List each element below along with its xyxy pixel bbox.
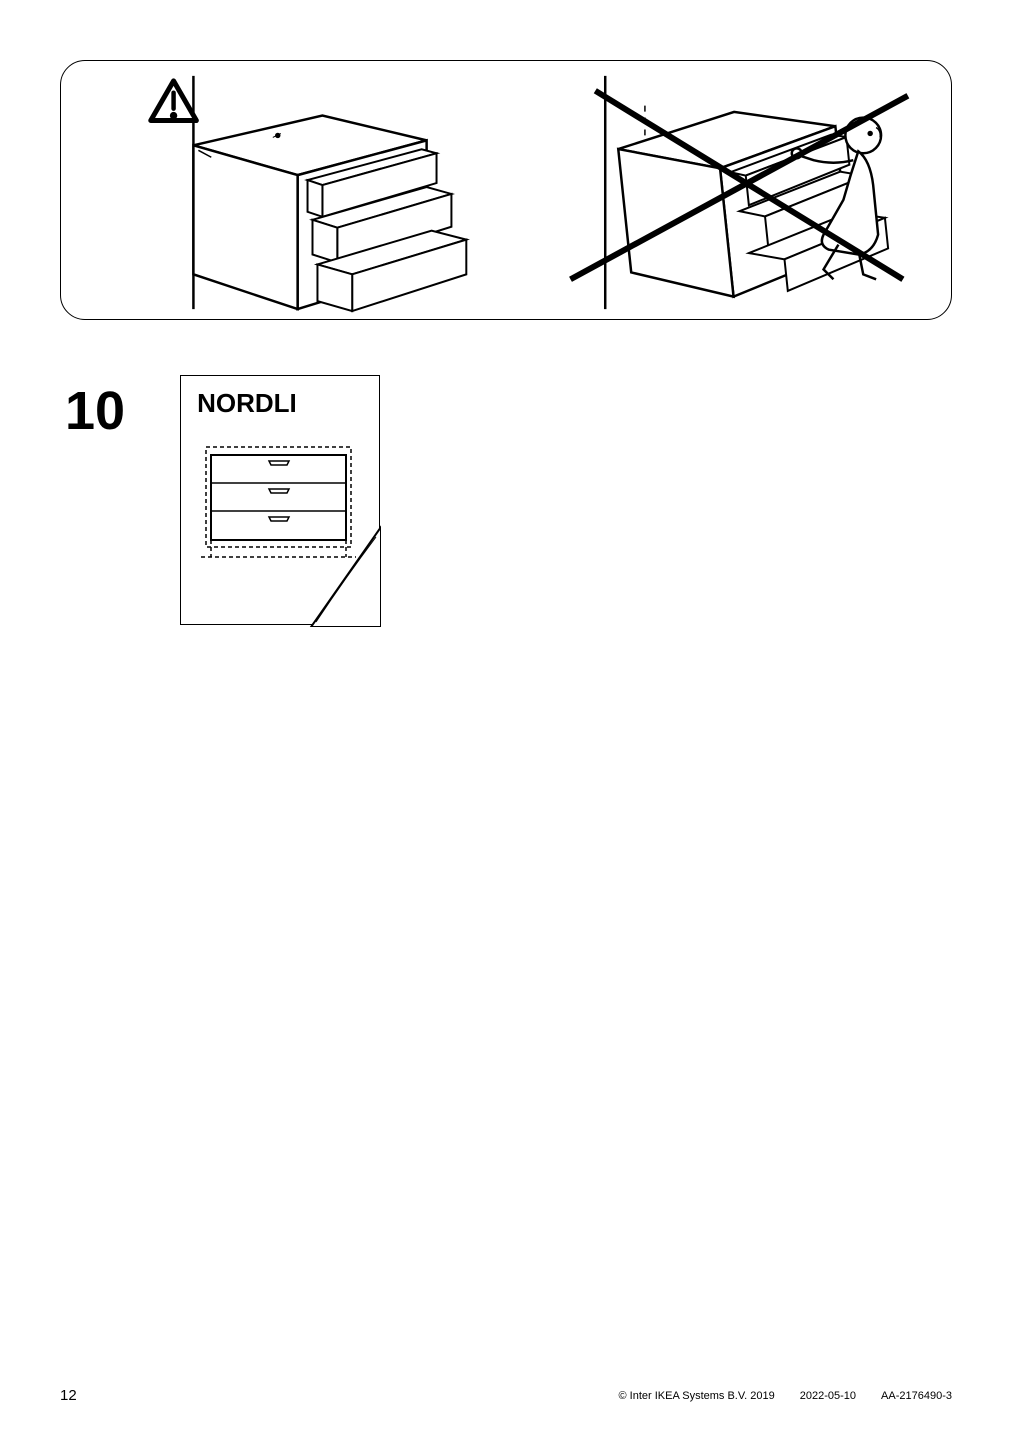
page-number: 12 xyxy=(60,1387,77,1404)
reference-illustration xyxy=(181,427,381,627)
safety-warning-panel xyxy=(60,60,952,320)
footer-meta: © Inter IKEA Systems B.V. 2019 2022-05-1… xyxy=(618,1390,952,1402)
warning-triangle-icon xyxy=(151,81,197,121)
manual-reference-box: NORDLI xyxy=(180,375,380,625)
document-id: AA-2176490-3 xyxy=(881,1390,952,1402)
page-footer: 12 © Inter IKEA Systems B.V. 2019 2022-0… xyxy=(60,1387,952,1404)
copyright-text: © Inter IKEA Systems B.V. 2019 xyxy=(618,1390,774,1402)
step-number: 10 xyxy=(65,380,125,442)
footer-date: 2022-05-10 xyxy=(800,1390,856,1402)
page-container: 10 NORDLI xyxy=(0,0,1012,1432)
step-row: 10 NORDLI xyxy=(60,375,952,625)
product-name: NORDLI xyxy=(181,376,379,427)
safety-illustration xyxy=(61,61,951,319)
